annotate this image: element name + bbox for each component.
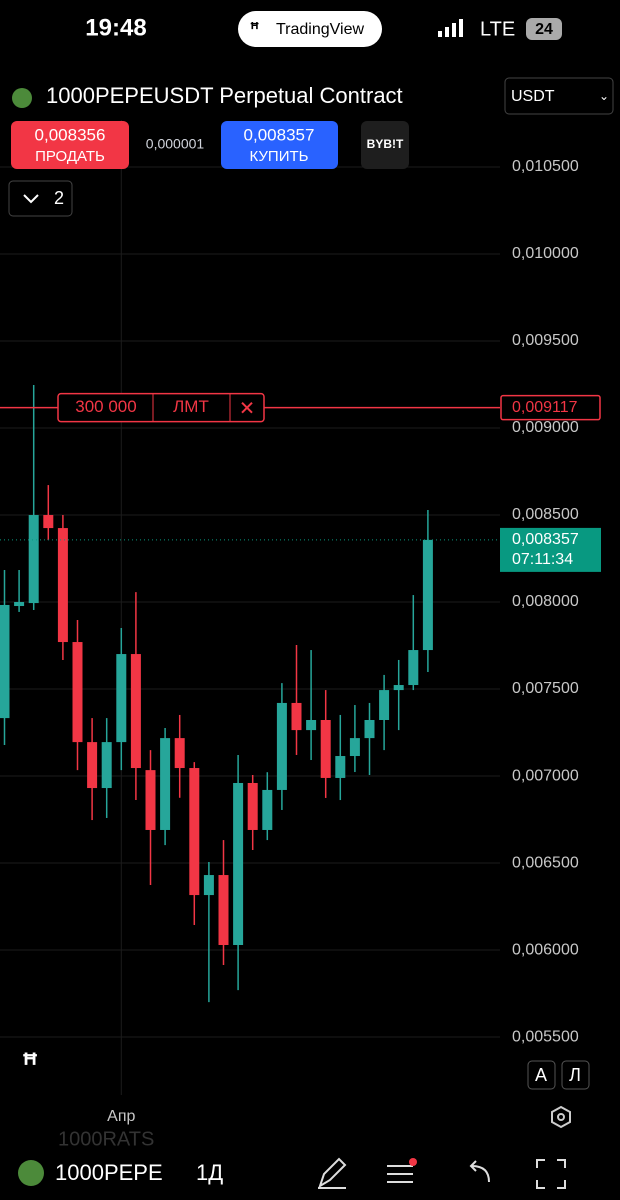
buy-label: КУПИТЬ bbox=[249, 148, 308, 165]
countdown: 07:11:34 bbox=[512, 551, 573, 568]
candle-body bbox=[72, 642, 83, 743]
fullscreen-icon[interactable] bbox=[536, 1159, 566, 1189]
candle-body bbox=[291, 702, 302, 731]
candle-body bbox=[422, 539, 433, 651]
candle-body bbox=[335, 756, 346, 778]
candle-body bbox=[28, 515, 39, 604]
spread: 0,000001 bbox=[146, 136, 205, 152]
settings-icon[interactable] bbox=[551, 1105, 571, 1129]
interval[interactable]: 1Д bbox=[196, 1160, 223, 1185]
x-tick-label: Апр bbox=[107, 1108, 135, 1125]
order-cancel[interactable] bbox=[241, 401, 253, 414]
candle-body bbox=[262, 789, 273, 830]
candle-body bbox=[14, 602, 25, 607]
candle-body bbox=[174, 738, 185, 769]
candle-body bbox=[145, 770, 156, 830]
last-price-label: 0,008357 bbox=[512, 531, 579, 548]
app-pill[interactable] bbox=[238, 11, 382, 47]
auto-label: А bbox=[535, 1065, 547, 1085]
buy-button[interactable] bbox=[221, 121, 338, 169]
candle-body bbox=[101, 742, 112, 789]
candle-body bbox=[364, 720, 375, 739]
y-tick-label: 0,008000 bbox=[512, 593, 579, 610]
order-box bbox=[57, 392, 265, 423]
network: LTE bbox=[480, 18, 515, 40]
candle-body bbox=[408, 650, 419, 686]
candle-body bbox=[393, 685, 404, 691]
candle-body bbox=[306, 720, 317, 731]
candles bbox=[0, 385, 433, 1003]
candle-body bbox=[276, 702, 287, 790]
candle-body bbox=[379, 690, 390, 720]
candle-body bbox=[203, 875, 214, 896]
candle-body bbox=[320, 720, 331, 778]
order-type: ЛМТ bbox=[173, 397, 209, 416]
indicators-icon[interactable] bbox=[387, 1165, 413, 1183]
prev-symbol: 1000RATS bbox=[58, 1128, 154, 1150]
draw-icon[interactable] bbox=[318, 1157, 347, 1189]
candle-body bbox=[116, 654, 127, 743]
candle-body bbox=[233, 782, 244, 945]
bottom-symbol-icon bbox=[18, 1160, 44, 1186]
candle-body bbox=[130, 654, 141, 769]
notify-dot bbox=[409, 1158, 417, 1166]
log-button[interactable] bbox=[561, 1060, 590, 1090]
app-name: TradingView bbox=[276, 21, 364, 38]
candle-body bbox=[189, 768, 200, 896]
log-label: Л bbox=[569, 1065, 581, 1085]
indicators-toggle[interactable] bbox=[8, 180, 73, 217]
bottom-bar bbox=[0, 1148, 620, 1200]
candle-body bbox=[87, 742, 98, 789]
candle-body bbox=[160, 738, 171, 830]
candle-body bbox=[247, 782, 258, 830]
y-tick-label: 0,009000 bbox=[512, 419, 579, 436]
sell-price: 0,008356 bbox=[35, 125, 106, 144]
symbol-icon bbox=[12, 88, 32, 108]
battery bbox=[526, 18, 562, 40]
last-price-box bbox=[500, 527, 601, 572]
candle-body bbox=[349, 738, 360, 757]
symbol[interactable]: 1000PEPEUSDT Perpetual Contract bbox=[46, 83, 403, 108]
candle-body bbox=[43, 515, 54, 529]
y-tick-label: 0,006500 bbox=[512, 854, 579, 871]
y-tick-label: 0,010000 bbox=[512, 245, 579, 262]
sell-label: ПРОДАТЬ bbox=[35, 148, 105, 165]
signal bbox=[438, 19, 463, 37]
order-price-box bbox=[500, 394, 601, 421]
order-price-label: 0,009117 bbox=[512, 399, 578, 416]
price-lines: 300 000 ЛМТ 0,009117 0,008357 07:11:34 bbox=[0, 392, 601, 572]
settings-dot bbox=[557, 1113, 565, 1121]
order-quantity: 300 000 bbox=[75, 397, 136, 416]
exchange-logo[interactable] bbox=[361, 121, 409, 169]
candle-body bbox=[218, 875, 229, 945]
battery-level: 24 bbox=[535, 21, 553, 38]
clock: 19:48 bbox=[85, 14, 146, 41]
y-tick-label: 0,007000 bbox=[512, 767, 579, 784]
y-tick-label: 0,009500 bbox=[512, 332, 579, 349]
candle-body bbox=[57, 528, 68, 643]
auto-button[interactable] bbox=[527, 1060, 556, 1090]
y-tick-label: 0,008500 bbox=[512, 506, 579, 523]
buy-price: 0,008357 bbox=[244, 125, 315, 144]
indicators-count: 2 bbox=[54, 188, 64, 208]
grid: 0,005500 0,006000 0,006500 0,007000 0,007500… bbox=[0, 120, 579, 1125]
exchange: BYB!T bbox=[367, 137, 404, 151]
y-tick-label: 0,006000 bbox=[512, 941, 579, 958]
y-tick-label: 0,007500 bbox=[512, 680, 579, 697]
y-tick-label: 0,010500 bbox=[512, 158, 579, 175]
y-tick-label: 0,005500 bbox=[512, 1028, 579, 1045]
candle-body bbox=[0, 604, 10, 719]
app-logo: ꟸ bbox=[250, 21, 259, 38]
undo-icon[interactable] bbox=[469, 1160, 490, 1183]
currency: USDT bbox=[511, 88, 555, 105]
caret: ⌄ bbox=[599, 89, 609, 103]
currency-select[interactable] bbox=[504, 77, 614, 115]
chevron bbox=[23, 194, 39, 204]
tv-watermark: ꟸ bbox=[22, 1048, 38, 1079]
sell-button[interactable] bbox=[11, 121, 129, 169]
bottom-symbol[interactable]: 1000PEPE bbox=[55, 1160, 163, 1185]
